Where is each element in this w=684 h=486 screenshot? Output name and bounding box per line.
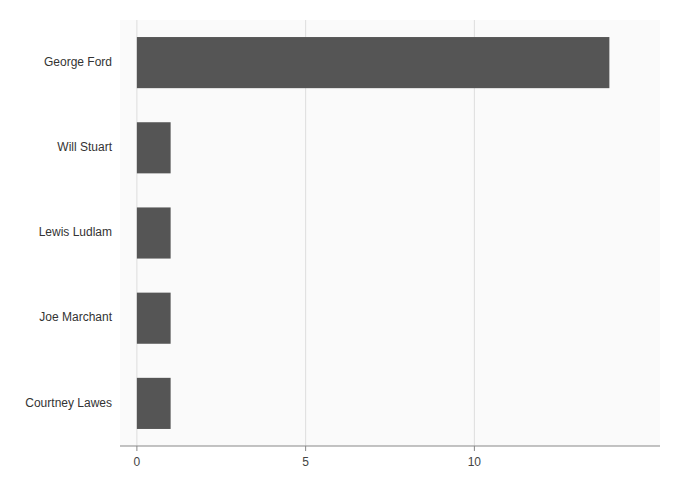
- y-axis: Courtney Lawes Joe Marchant Lewis Ludlam Wi…: [25, 55, 112, 410]
- x-axis: 0 5 10: [134, 446, 482, 469]
- category-label: Courtney Lawes: [25, 396, 112, 410]
- category-label: Will Stuart: [57, 140, 112, 154]
- tick-mark: [474, 446, 475, 451]
- bar: [137, 122, 171, 173]
- chart-container: 0 5 10 Courtney Lawes Joe Marchant Lewis Ludl…: [0, 0, 684, 486]
- category-label: George Ford: [44, 55, 112, 69]
- tick-label: 5: [302, 455, 309, 469]
- tick-label: 0: [134, 455, 141, 469]
- category-label: Lewis Ludlam: [39, 225, 112, 239]
- bar: [137, 293, 171, 344]
- bars: [137, 37, 610, 429]
- category-label: Joe Marchant: [39, 310, 112, 324]
- bar: [137, 207, 171, 258]
- bar: [137, 378, 171, 429]
- tick-mark: [305, 446, 306, 451]
- tick-label: 10: [468, 455, 482, 469]
- bar: [137, 37, 610, 88]
- plot-area: [120, 20, 660, 446]
- axis-line: [120, 446, 660, 447]
- chart-svg: 0 5 10 Courtney Lawes Joe Marchant Lewis Ludl…: [0, 0, 684, 486]
- tick-mark: [136, 446, 137, 451]
